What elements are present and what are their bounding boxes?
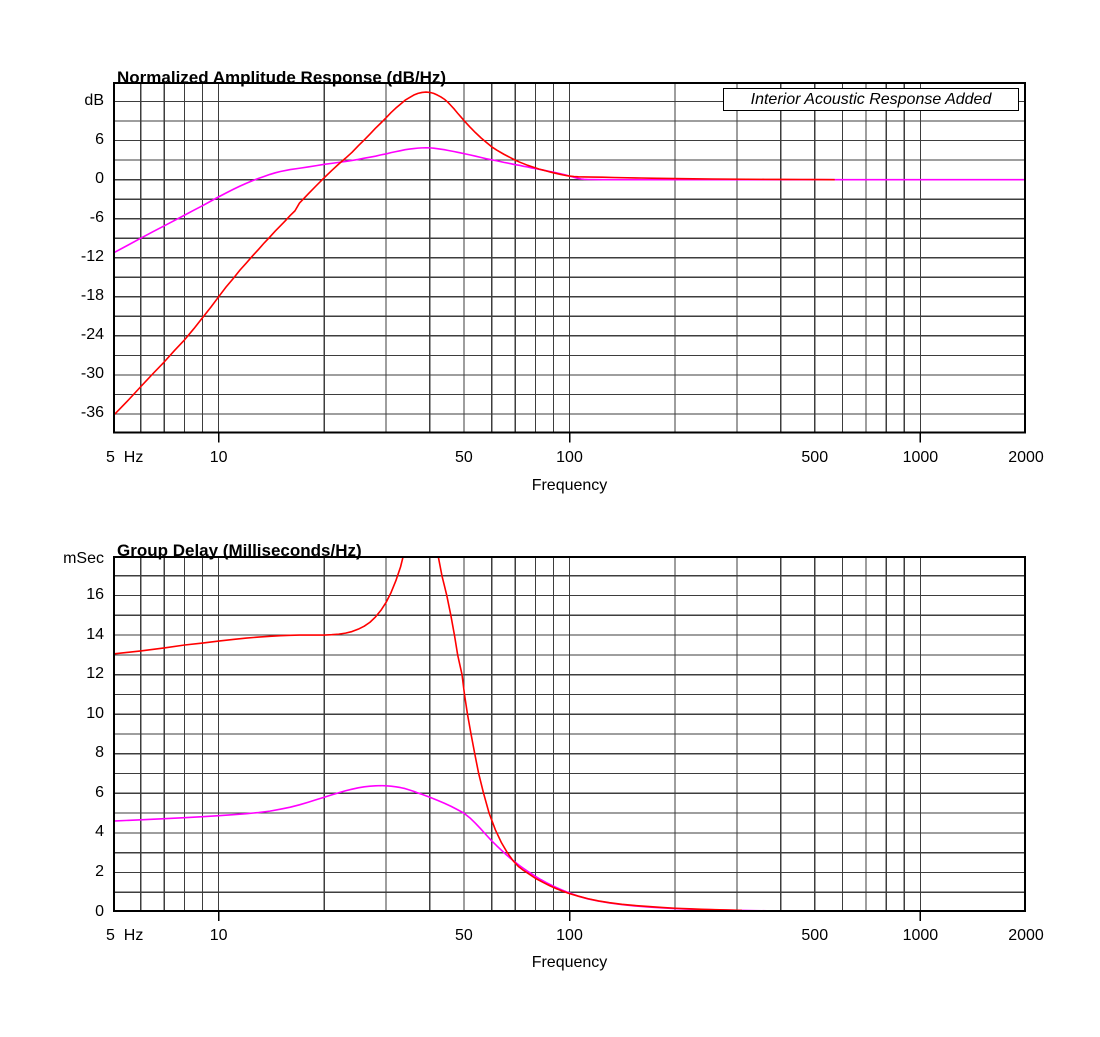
gridlines	[113, 555, 1026, 912]
x-tick-label: 50	[454, 449, 473, 466]
y-tick-label: -12	[80, 248, 104, 266]
y-tick-label: 12	[86, 665, 104, 683]
curves	[113, 90, 1026, 416]
red-curve	[113, 555, 742, 911]
x-tick-label: 5 Hz	[106, 449, 144, 466]
x-tick-label: 100	[556, 449, 583, 466]
red-curve	[113, 90, 835, 416]
x-tick-label: 500	[801, 927, 829, 944]
x-tick-label: 50	[454, 927, 473, 944]
gridlines	[113, 81, 1026, 433]
x-axis-label: Frequency	[531, 477, 608, 494]
x-tick-label: 2000	[1008, 449, 1044, 466]
plot-border	[113, 81, 1026, 433]
y-tick-label: 0	[95, 170, 104, 188]
y-tick-label: -24	[80, 326, 104, 344]
x-tick-label: 100	[556, 927, 583, 944]
y-axis-unit-label: dB	[84, 92, 104, 110]
chart-title: Group Delay (Milliseconds/Hz)	[117, 541, 362, 561]
x-tick-label: 2000	[1008, 927, 1044, 944]
x-tick-label: 500	[801, 449, 829, 466]
group-delay-plot	[113, 555, 1026, 921]
curves	[113, 555, 767, 912]
x-axis-label: Frequency	[531, 954, 608, 971]
y-tick-label: 14	[86, 625, 104, 643]
amplitude-response-plot	[113, 81, 1026, 442]
y-axis-unit-label: mSec	[63, 550, 104, 568]
y-tick-label: 8	[95, 744, 104, 762]
x-axis-decade-ticks	[217, 911, 922, 921]
x-tick-label: 1000	[902, 449, 939, 466]
y-tick-label: 0	[95, 902, 104, 920]
y-tick-label: -6	[89, 209, 104, 227]
y-tick-label: 4	[95, 823, 104, 841]
y-tick-label: 6	[95, 131, 104, 149]
y-tick-label: 10	[86, 704, 104, 722]
annotation-text: Interior Acoustic Response Added	[750, 91, 992, 108]
annotation-box: Interior Acoustic Response Added	[723, 88, 1019, 111]
x-axis-decade-ticks	[217, 433, 922, 442]
x-tick-label: 10	[209, 927, 228, 944]
y-tick-label: 2	[95, 862, 104, 880]
y-tick-label: -18	[80, 287, 104, 305]
plot-border	[113, 555, 1026, 912]
x-tick-label: 10	[209, 449, 228, 466]
x-tick-label: 1000	[902, 927, 939, 944]
y-tick-label: 6	[95, 783, 104, 801]
y-tick-label: -36	[80, 404, 104, 422]
y-tick-label: -30	[80, 365, 104, 383]
y-tick-label: 16	[86, 586, 104, 604]
x-tick-label: 5 Hz	[106, 927, 144, 944]
